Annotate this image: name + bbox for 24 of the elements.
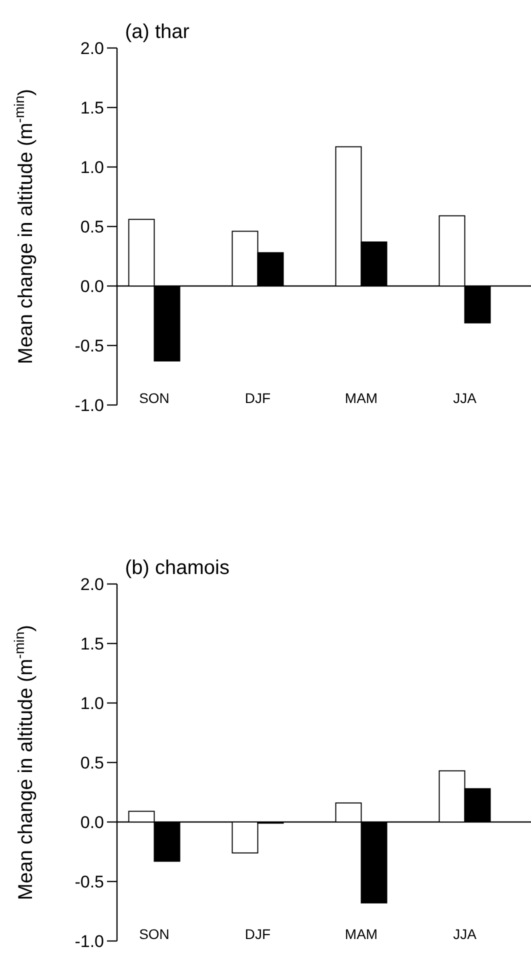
y-tick-label: 2.0	[80, 574, 104, 594]
y-tick-label: 1.5	[80, 98, 104, 118]
chart-title: (b) chamois	[125, 557, 230, 579]
x-tick-label: DJF	[244, 390, 271, 406]
y-tick-label: 0.0	[80, 812, 104, 832]
y-tick-label: 0.5	[80, 217, 104, 236]
y-tick-label: -0.5	[74, 336, 104, 356]
x-tick-label: JJA	[453, 926, 478, 942]
x-tick-label: DJF	[244, 926, 271, 942]
x-tick-label: MAM	[344, 926, 378, 942]
y-tick-label: -0.5	[74, 872, 104, 892]
x-tick-label: SON	[139, 390, 170, 406]
x-tick-label: JJA	[453, 390, 478, 406]
y-tick-label: 0.0	[80, 276, 104, 296]
y-tick-label: 1.0	[80, 158, 104, 177]
y-tick-label: 2.0	[80, 38, 104, 58]
y-tick-label: 1.5	[80, 634, 104, 654]
y-tick-label: -1.0	[74, 396, 104, 415]
y-tick-label: 1.0	[80, 694, 104, 713]
y-tick-label: -1.0	[74, 932, 104, 951]
x-tick-label: MAM	[344, 390, 378, 406]
y-tick-label: 0.5	[80, 753, 104, 772]
x-tick-label: SON	[139, 926, 170, 942]
chart-title: (a) thar	[125, 21, 190, 43]
